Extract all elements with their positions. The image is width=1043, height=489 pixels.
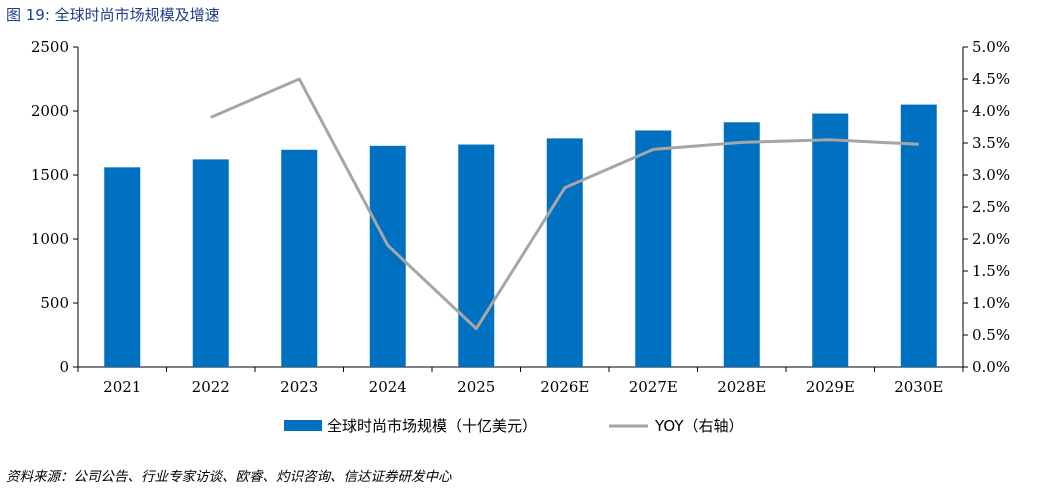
x-tick-label: 2022 <box>192 378 230 396</box>
legend-line-label: YOY（右轴） <box>654 417 744 435</box>
y-right-tick-label: 3.0% <box>972 166 1010 184</box>
x-tick-label: 2028E <box>717 378 766 396</box>
y-right-tick-label: 2.0% <box>972 230 1010 248</box>
x-tick-label: 2024 <box>369 378 407 396</box>
legend-bar-label: 全球时尚市场规模（十亿美元） <box>327 417 537 435</box>
y-left-tick-label: 500 <box>40 294 69 312</box>
x-tick-label: 2021 <box>103 378 141 396</box>
y-right-tick-label: 0.5% <box>972 326 1010 344</box>
y-right-tick-label: 1.0% <box>972 294 1010 312</box>
figure-title: 图 19: 全球时尚市场规模及增速 <box>6 6 220 24</box>
y-right-tick-label: 1.5% <box>972 262 1010 280</box>
line-series <box>210 77 919 331</box>
y-right-tick-label: 4.0% <box>972 102 1010 120</box>
y-right-tick-label: 3.5% <box>972 134 1010 152</box>
x-tick-label: 2029E <box>806 378 855 396</box>
x-tick-label: 2030E <box>894 378 943 396</box>
yoy-line <box>210 77 919 331</box>
x-tick-label: 2023 <box>280 378 318 396</box>
y-left-tick-label: 1000 <box>31 230 69 248</box>
y-right-tick-label: 0.0% <box>972 358 1010 376</box>
x-tick-label: 2027E <box>629 378 678 396</box>
y-left-tick-label: 2000 <box>31 102 69 120</box>
y-right-tick-label: 2.5% <box>972 198 1010 216</box>
bar <box>723 122 760 367</box>
x-tick-label: 2026E <box>540 378 589 396</box>
bar <box>900 104 937 367</box>
legend-bar-swatch <box>284 420 322 431</box>
y-right-tick-label: 5.0% <box>972 38 1010 56</box>
bar <box>635 130 672 367</box>
bar <box>192 159 229 367</box>
y-left-tick-label: 1500 <box>31 166 69 184</box>
bar-series <box>104 104 937 367</box>
y-right-tick-label: 4.5% <box>972 70 1010 88</box>
bar <box>546 138 583 367</box>
x-tick-labels: 2021 2022 2023 2024 2025 2026E 2027E 2028E 2029E… <box>103 378 943 396</box>
bar <box>281 149 318 367</box>
y-left-tick-label: 2500 <box>31 38 69 56</box>
chart-legend: 全球时尚市场规模（十亿美元） YOY（右轴） <box>284 417 744 435</box>
chart-axes: 0 500 1000 1500 2000 2500 0.0% 0.5% 1.0% 1.5% 2.0%… <box>31 38 1010 376</box>
bar <box>104 167 141 367</box>
y-left-tick-label: 0 <box>59 358 69 376</box>
bar <box>458 144 495 367</box>
x-tick-label: 2025 <box>457 378 495 396</box>
bar <box>812 113 849 367</box>
source-note: 资料来源：公司公告、行业专家访谈、欧睿、灼识咨询、信达证券研发中心 <box>6 469 452 485</box>
